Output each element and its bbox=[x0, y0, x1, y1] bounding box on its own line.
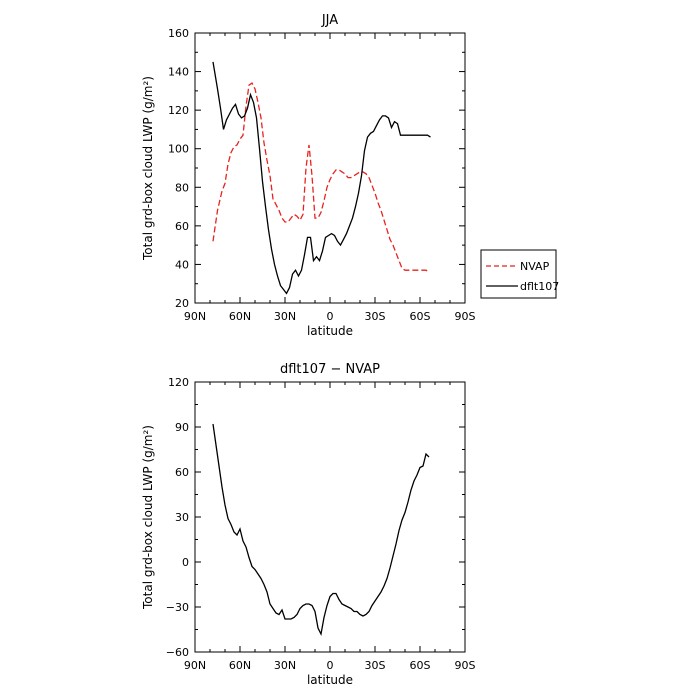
x-tick-label: 30S bbox=[365, 659, 386, 672]
x-tick-label: 30N bbox=[274, 659, 296, 672]
y-tick-label: 120 bbox=[168, 104, 189, 117]
x-tick-label: 0 bbox=[327, 659, 334, 672]
x-tick-label: 90N bbox=[184, 659, 206, 672]
plot-frame bbox=[194, 381, 466, 653]
y-tick-label: 60 bbox=[175, 220, 189, 233]
series-group bbox=[212, 61, 431, 295]
y-tick-label: 120 bbox=[168, 376, 189, 389]
y-tick-label: 60 bbox=[175, 466, 189, 479]
plot-frame bbox=[194, 32, 466, 304]
y-axis-label: Total grd-box cloud LWP (g/m²) bbox=[141, 425, 155, 610]
legend-box bbox=[480, 249, 557, 299]
y-tick-label: 20 bbox=[175, 297, 189, 310]
panel-bottom-chart: dflt107 − NVAP 90N 60N 30N 0 30S 60S 90S −60 −30 0… bbox=[141, 362, 476, 687]
x-tick-label: 0 bbox=[327, 310, 334, 323]
y-tick-label: 90 bbox=[175, 421, 189, 434]
y-tick-label: −60 bbox=[166, 646, 189, 659]
legend-label: NVAP bbox=[520, 260, 550, 273]
series-line-series-0 bbox=[212, 423, 430, 637]
legend-label: dflt107 bbox=[520, 280, 559, 293]
series-line-nvap bbox=[212, 82, 430, 273]
x-axis-label: latitude bbox=[307, 673, 353, 687]
x-tick-label: 90N bbox=[184, 310, 206, 323]
x-tick-label: 30S bbox=[365, 310, 386, 323]
y-tick-label: 30 bbox=[175, 511, 189, 524]
y-tick-label: 0 bbox=[182, 556, 189, 569]
chart-title: dflt107 − NVAP bbox=[280, 362, 380, 377]
series-line-dflt107 bbox=[212, 61, 431, 295]
x-tick-label: 60S bbox=[410, 659, 431, 672]
y-tick-label: 80 bbox=[175, 181, 189, 194]
x-tick-label: 60S bbox=[410, 310, 431, 323]
x-tick-label: 60N bbox=[229, 659, 251, 672]
series-group bbox=[212, 423, 430, 637]
panel-top-chart: JJA 90N 60N 30N 0 30S 60S 90S 20 40 60 80 100 120 140 1… bbox=[141, 13, 559, 338]
legend: NVAP dflt107 bbox=[480, 249, 559, 299]
y-tick-label: 100 bbox=[168, 143, 189, 156]
y-tick-label: −30 bbox=[166, 601, 189, 614]
x-tick-label: 90S bbox=[455, 659, 476, 672]
x-tick-label: 30N bbox=[274, 310, 296, 323]
y-tick-label: 160 bbox=[168, 27, 189, 40]
x-tick-label: 90S bbox=[455, 310, 476, 323]
x-axis-label: latitude bbox=[307, 324, 353, 338]
y-tick-label: 40 bbox=[175, 258, 189, 271]
y-axis-label: Total grd-box cloud LWP (g/m²) bbox=[141, 76, 155, 261]
chart-title: JJA bbox=[321, 13, 338, 28]
y-tick-label: 140 bbox=[168, 66, 189, 79]
x-tick-label: 60N bbox=[229, 310, 251, 323]
